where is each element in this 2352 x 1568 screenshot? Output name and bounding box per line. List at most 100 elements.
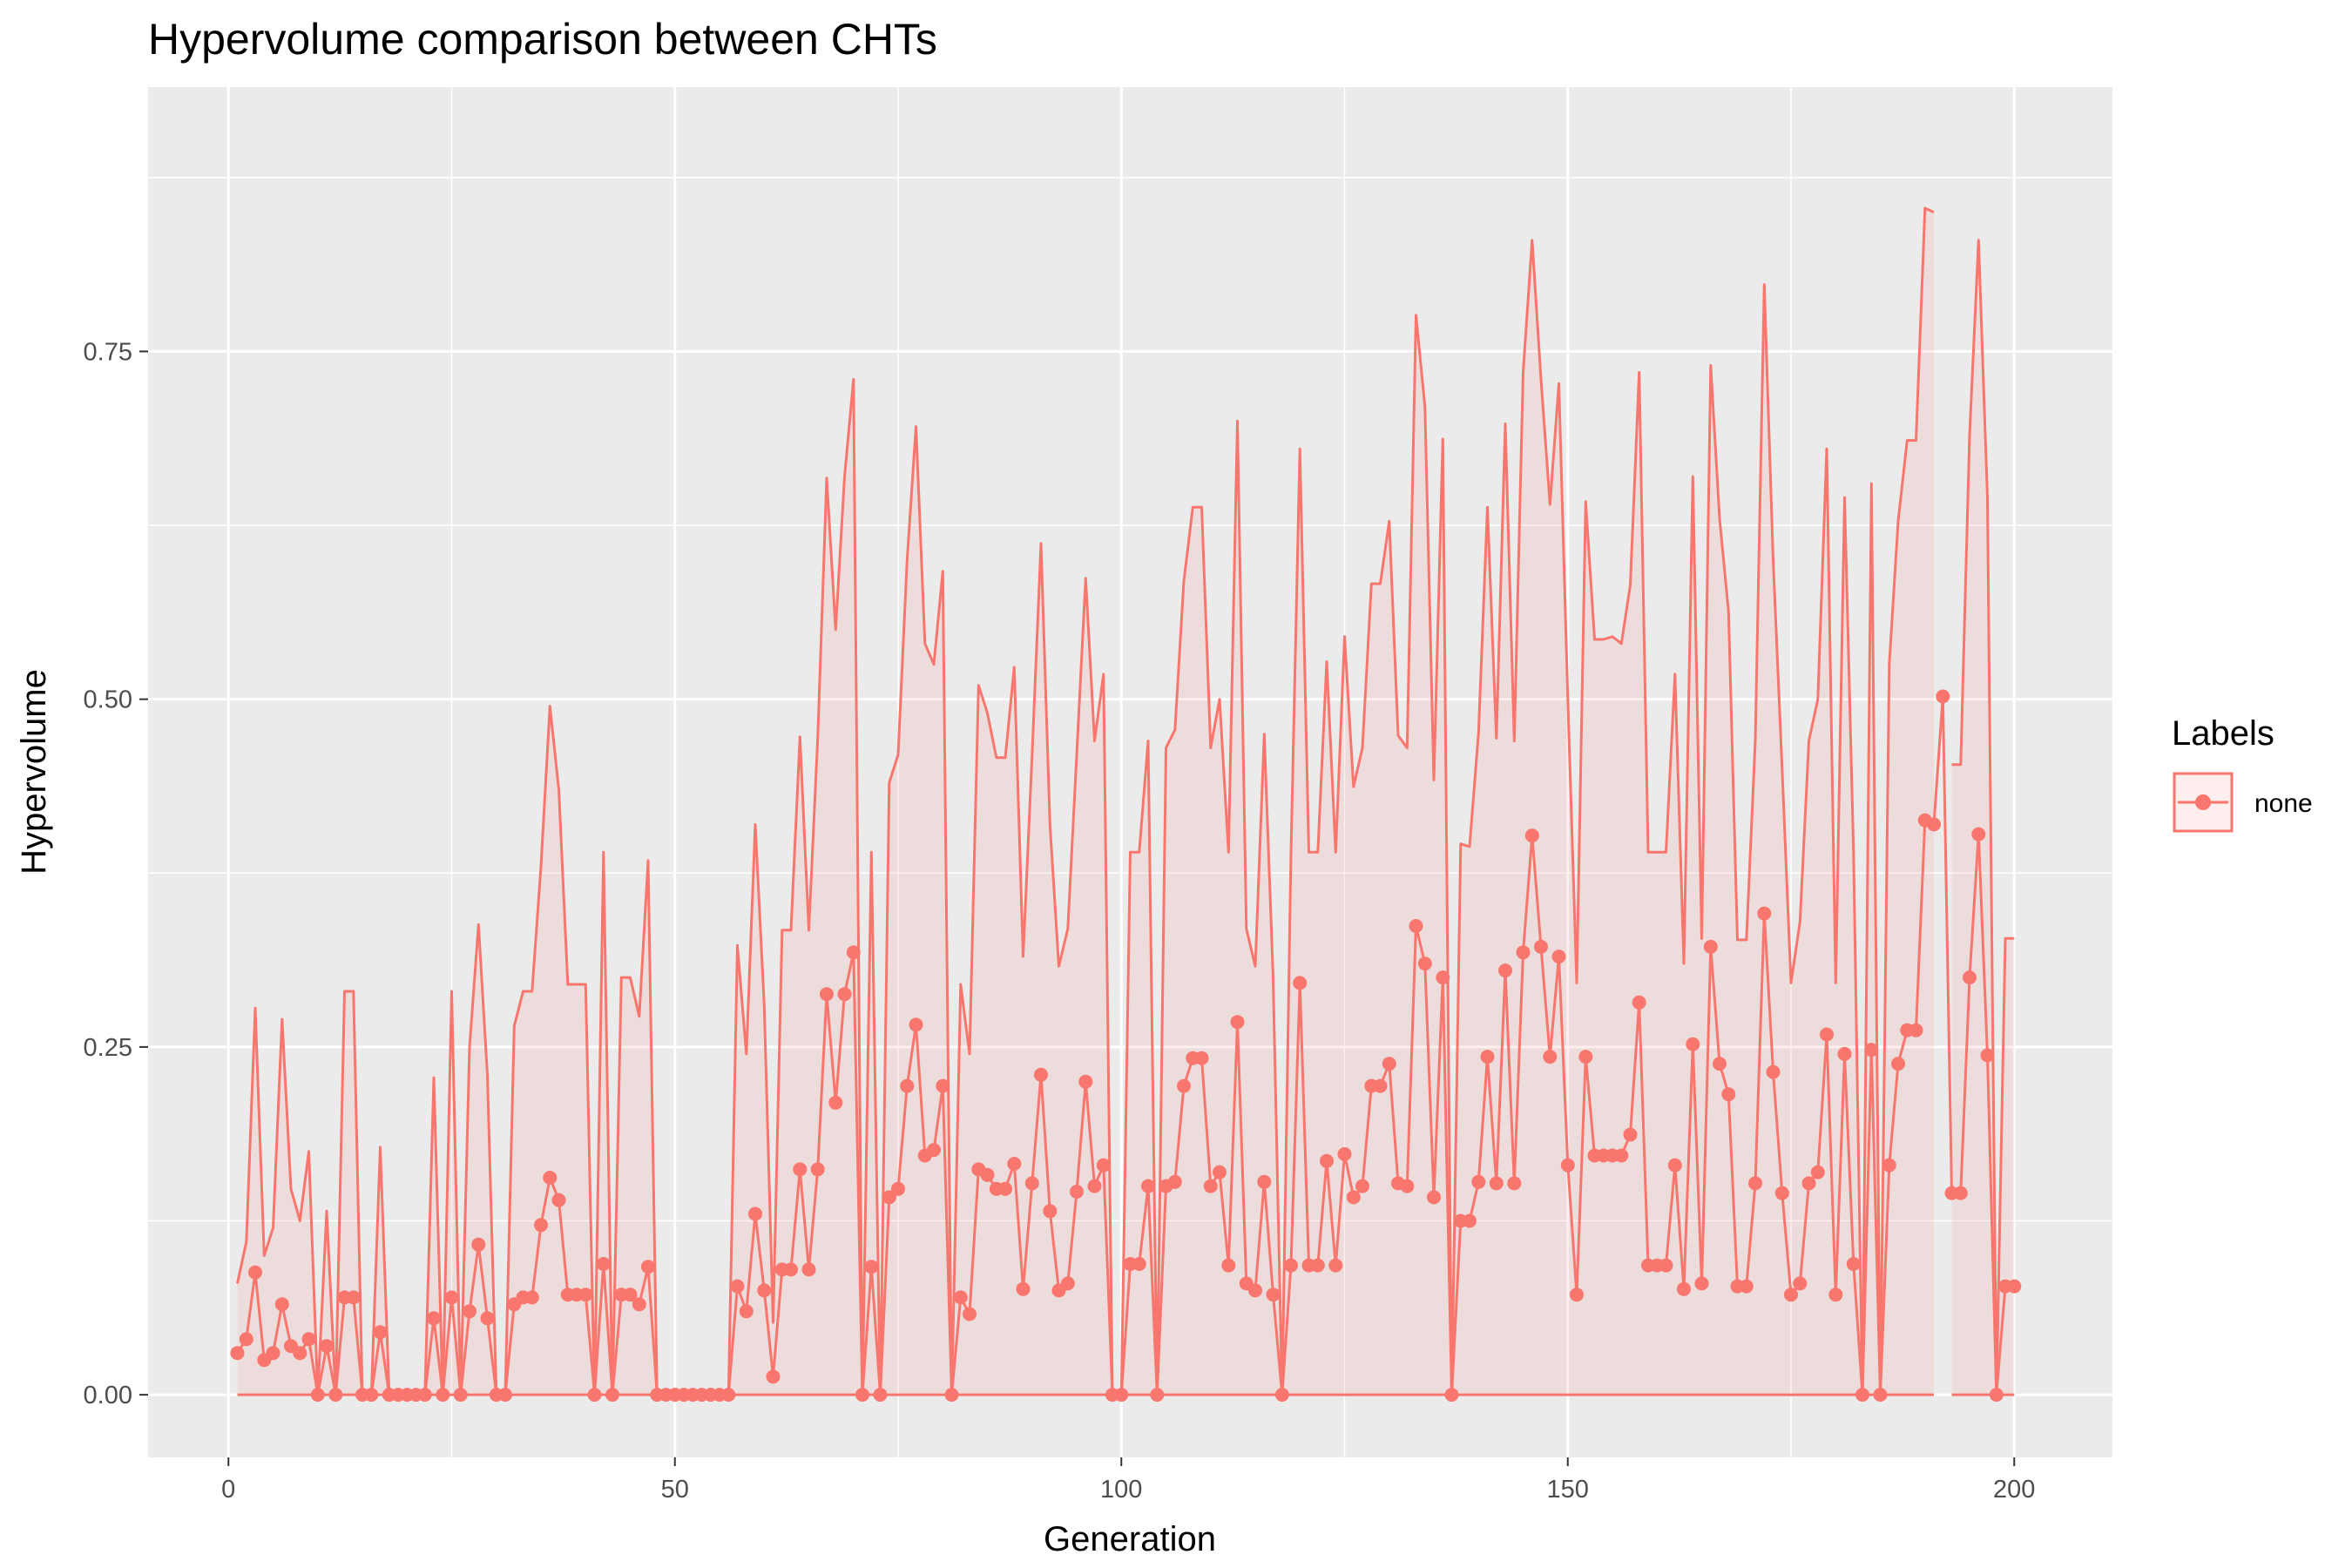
data-point-92 (1043, 1204, 1058, 1219)
data-point-79 (927, 1143, 941, 1158)
data-point-144 (1507, 1176, 1522, 1191)
data-point-83 (963, 1307, 977, 1321)
data-point-118 (1274, 1388, 1289, 1402)
data-point-73 (873, 1388, 888, 1402)
data-point-72 (864, 1260, 879, 1274)
data-point-74 (882, 1190, 896, 1205)
data-point-65 (801, 1262, 816, 1277)
data-point-2 (239, 1332, 253, 1347)
data-point-14 (346, 1290, 361, 1305)
data-point-184 (1864, 1043, 1879, 1058)
y-tick-label-1: 0.25 (84, 1034, 132, 1062)
data-point-94 (1060, 1276, 1075, 1291)
data-point-69 (837, 987, 852, 1002)
data-point-140 (1471, 1174, 1486, 1189)
data-point-165 (1694, 1276, 1709, 1291)
data-point-80 (936, 1078, 950, 1093)
data-point-156 (1614, 1148, 1629, 1163)
data-point-173 (1766, 1064, 1781, 1079)
data-point-90 (1024, 1176, 1039, 1191)
data-point-151 (1570, 1288, 1584, 1302)
data-point-104 (1150, 1388, 1165, 1402)
data-point-82 (953, 1290, 968, 1305)
data-point-175 (1784, 1288, 1798, 1302)
data-point-174 (1774, 1186, 1789, 1200)
data-point-22 (417, 1388, 432, 1402)
data-point-40 (578, 1288, 593, 1302)
data-point-59 (748, 1206, 762, 1221)
legend-title: Labels (2172, 714, 2274, 753)
data-point-106 (1167, 1174, 1182, 1189)
data-point-139 (1463, 1213, 1477, 1228)
data-point-24 (436, 1388, 450, 1402)
data-point-97 (1087, 1179, 1102, 1193)
data-point-8 (293, 1346, 308, 1361)
x-tick-label-0: 0 (221, 1476, 235, 1504)
data-point-67 (820, 987, 834, 1002)
data-point-37 (551, 1193, 566, 1207)
data-point-200 (2007, 1279, 2022, 1294)
data-point-41 (587, 1388, 602, 1402)
hypervolume-line (236, 695, 2015, 1396)
data-point-75 (891, 1181, 905, 1196)
y-axis-title: Hypervolume (15, 669, 53, 875)
data-point-178 (1810, 1165, 1825, 1179)
data-point-26 (453, 1388, 468, 1402)
data-point-132 (1400, 1179, 1415, 1193)
data-point-112 (1221, 1258, 1236, 1273)
legend: Labels none (2172, 714, 2313, 833)
data-point-186 (1882, 1158, 1896, 1173)
y-tick-label-2: 0.50 (84, 686, 132, 714)
x-tick-label-4: 200 (1993, 1476, 2035, 1504)
data-point-68 (828, 1095, 843, 1110)
data-point-123 (1320, 1153, 1334, 1168)
data-point-42 (596, 1257, 611, 1271)
data-point-11 (320, 1339, 334, 1354)
data-point-127 (1355, 1179, 1369, 1193)
data-point-12 (328, 1388, 343, 1402)
legend-label-none: none (2254, 789, 2313, 818)
data-point-148 (1543, 1050, 1558, 1064)
data-point-85 (980, 1167, 995, 1182)
data-point-91 (1034, 1067, 1048, 1082)
data-point-170 (1739, 1279, 1754, 1294)
data-point-98 (1096, 1158, 1111, 1173)
data-point-187 (1891, 1057, 1905, 1071)
data-point-197 (1980, 1048, 1995, 1063)
data-point-179 (1820, 1027, 1834, 1042)
data-point-164 (1686, 1037, 1700, 1051)
data-point-28 (471, 1237, 486, 1252)
data-point-58 (739, 1304, 754, 1319)
data-point-45 (623, 1288, 638, 1302)
data-point-16 (364, 1388, 379, 1402)
data-point-61 (766, 1369, 781, 1384)
data-point-64 (793, 1162, 808, 1177)
data-point-87 (998, 1181, 1012, 1196)
data-point-100 (1114, 1388, 1129, 1402)
data-point-113 (1230, 1015, 1245, 1030)
data-point-133 (1409, 919, 1423, 933)
data-point-146 (1524, 828, 1539, 843)
data-point-145 (1516, 945, 1531, 960)
data-point-25 (444, 1290, 459, 1305)
data-point-119 (1284, 1258, 1298, 1273)
data-point-3 (248, 1265, 262, 1280)
data-point-60 (757, 1283, 772, 1298)
data-point-107 (1177, 1078, 1191, 1093)
y-tick-label-3: 0.75 (84, 338, 132, 366)
data-point-110 (1203, 1179, 1218, 1193)
data-point-150 (1560, 1158, 1575, 1173)
data-point-177 (1801, 1176, 1816, 1191)
data-point-130 (1382, 1057, 1396, 1071)
x-axis: 0 50 100 150 200 (221, 1457, 2035, 1504)
data-point-34 (524, 1290, 539, 1305)
x-axis-title: Generation (1044, 1520, 1216, 1558)
data-point-136 (1436, 970, 1450, 985)
data-point-166 (1703, 939, 1718, 954)
data-point-185 (1873, 1388, 1888, 1402)
data-point-163 (1677, 1281, 1691, 1296)
data-point-189 (1909, 1023, 1923, 1037)
data-point-35 (534, 1218, 548, 1233)
y-axis: 0.00 0.25 0.50 0.75 (84, 338, 148, 1409)
